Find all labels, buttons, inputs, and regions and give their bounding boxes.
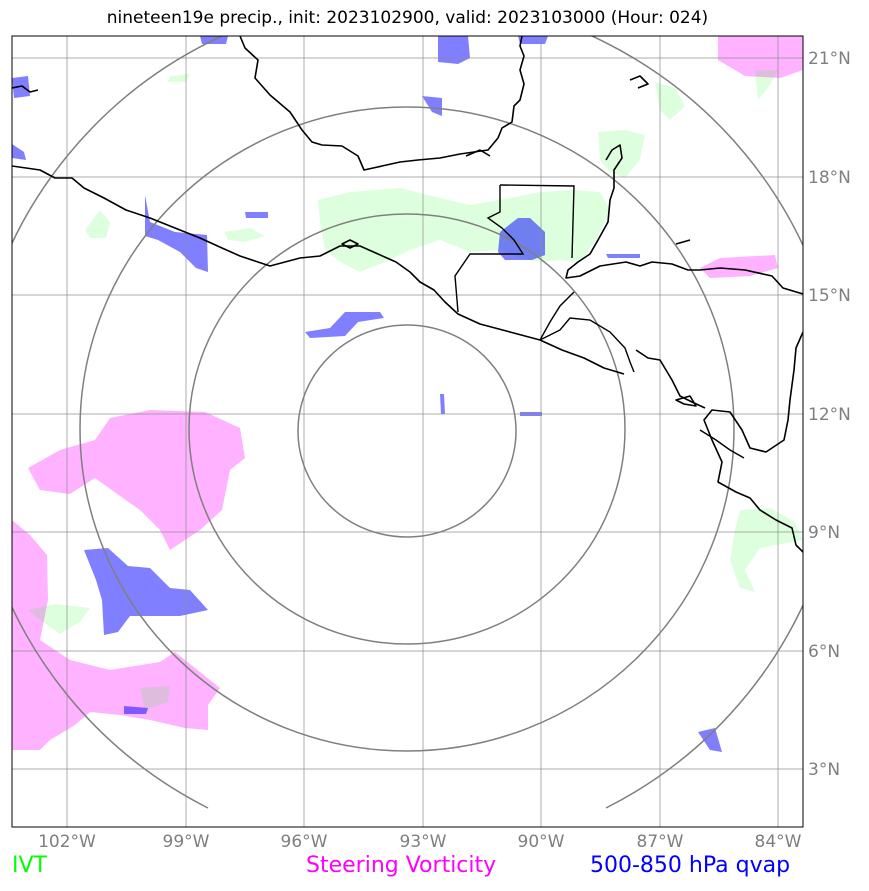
ivt-area xyxy=(755,70,778,100)
lat-tick-label: 9°N xyxy=(808,523,840,543)
qvap-area xyxy=(606,254,640,258)
coastline xyxy=(675,239,691,245)
ivt-area xyxy=(28,604,90,634)
qvap-area xyxy=(698,728,722,752)
vorticity-area xyxy=(28,410,245,550)
range-ring xyxy=(297,324,517,538)
lon-tick-label: 93°W xyxy=(400,832,447,852)
range-ring xyxy=(188,213,626,645)
border-line xyxy=(499,184,575,259)
qvap-area xyxy=(12,144,26,160)
lon-tick-label: 102°W xyxy=(38,832,96,852)
ivt-area xyxy=(655,82,685,120)
lon-tick-label: 84°W xyxy=(755,832,802,852)
ivt-area xyxy=(318,188,610,272)
lat-tick-label: 18°N xyxy=(808,168,851,188)
coastline xyxy=(239,36,525,171)
lat-tick-label: 12°N xyxy=(808,405,851,425)
border-line xyxy=(539,291,575,341)
ivt-area xyxy=(224,228,265,242)
border-line xyxy=(539,317,635,373)
coastlines xyxy=(12,36,803,553)
vorticity-area xyxy=(718,36,803,78)
qvap-area xyxy=(124,706,148,714)
coastline xyxy=(565,144,803,295)
ivt-area xyxy=(85,210,110,238)
qvap-area xyxy=(145,195,208,272)
legend-steering-vorticity: Steering Vorticity xyxy=(306,853,497,878)
coastline xyxy=(703,331,803,553)
lat-tick-label: 3°N xyxy=(808,760,840,780)
ivt-area xyxy=(140,686,170,710)
coastline xyxy=(12,85,39,93)
range-rings xyxy=(12,36,803,809)
latitude-tick-labels: 21°N 18°N 15°N 12°N 9°N 6°N 3°N xyxy=(808,49,851,780)
qvap-area xyxy=(422,96,442,116)
qvap-area xyxy=(84,548,208,635)
border-line xyxy=(699,429,745,459)
gridlines xyxy=(12,36,803,827)
coastline xyxy=(629,75,649,89)
vorticity-area xyxy=(12,520,220,750)
longitude-tick-labels: 102°W 99°W 96°W 93°W 90°W 87°W 84°W xyxy=(38,832,802,852)
qvap-area xyxy=(438,36,470,64)
coastline xyxy=(465,149,491,157)
map-frame xyxy=(11,35,804,828)
vorticity-shading xyxy=(12,36,803,750)
lon-tick-label: 87°W xyxy=(637,832,684,852)
qvap-area xyxy=(245,212,268,218)
lat-tick-label: 6°N xyxy=(808,642,840,662)
map-plot-area xyxy=(12,36,803,827)
legend-ivt: IVT xyxy=(12,853,47,878)
qvap-area xyxy=(498,218,545,260)
lon-tick-label: 90°W xyxy=(518,832,565,852)
country-borders xyxy=(454,184,745,459)
map-title: nineteen19e precip., init: 2023102900, v… xyxy=(106,8,709,28)
qvap-area xyxy=(305,312,384,338)
coastline xyxy=(675,395,697,407)
border-line xyxy=(454,185,525,313)
range-ring xyxy=(79,106,735,752)
coastline xyxy=(341,239,359,249)
ivt-area xyxy=(168,74,190,82)
lat-tick-label: 15°N xyxy=(808,286,851,306)
legend-qvap: 500-850 hPa qvap xyxy=(590,853,791,878)
lon-tick-label: 99°W xyxy=(163,832,210,852)
lon-tick-label: 96°W xyxy=(281,832,328,852)
qvap-area xyxy=(440,394,445,414)
ivt-area xyxy=(730,508,803,592)
coastline xyxy=(635,349,706,409)
lat-tick-label: 21°N xyxy=(808,49,851,69)
coastline xyxy=(12,165,625,375)
